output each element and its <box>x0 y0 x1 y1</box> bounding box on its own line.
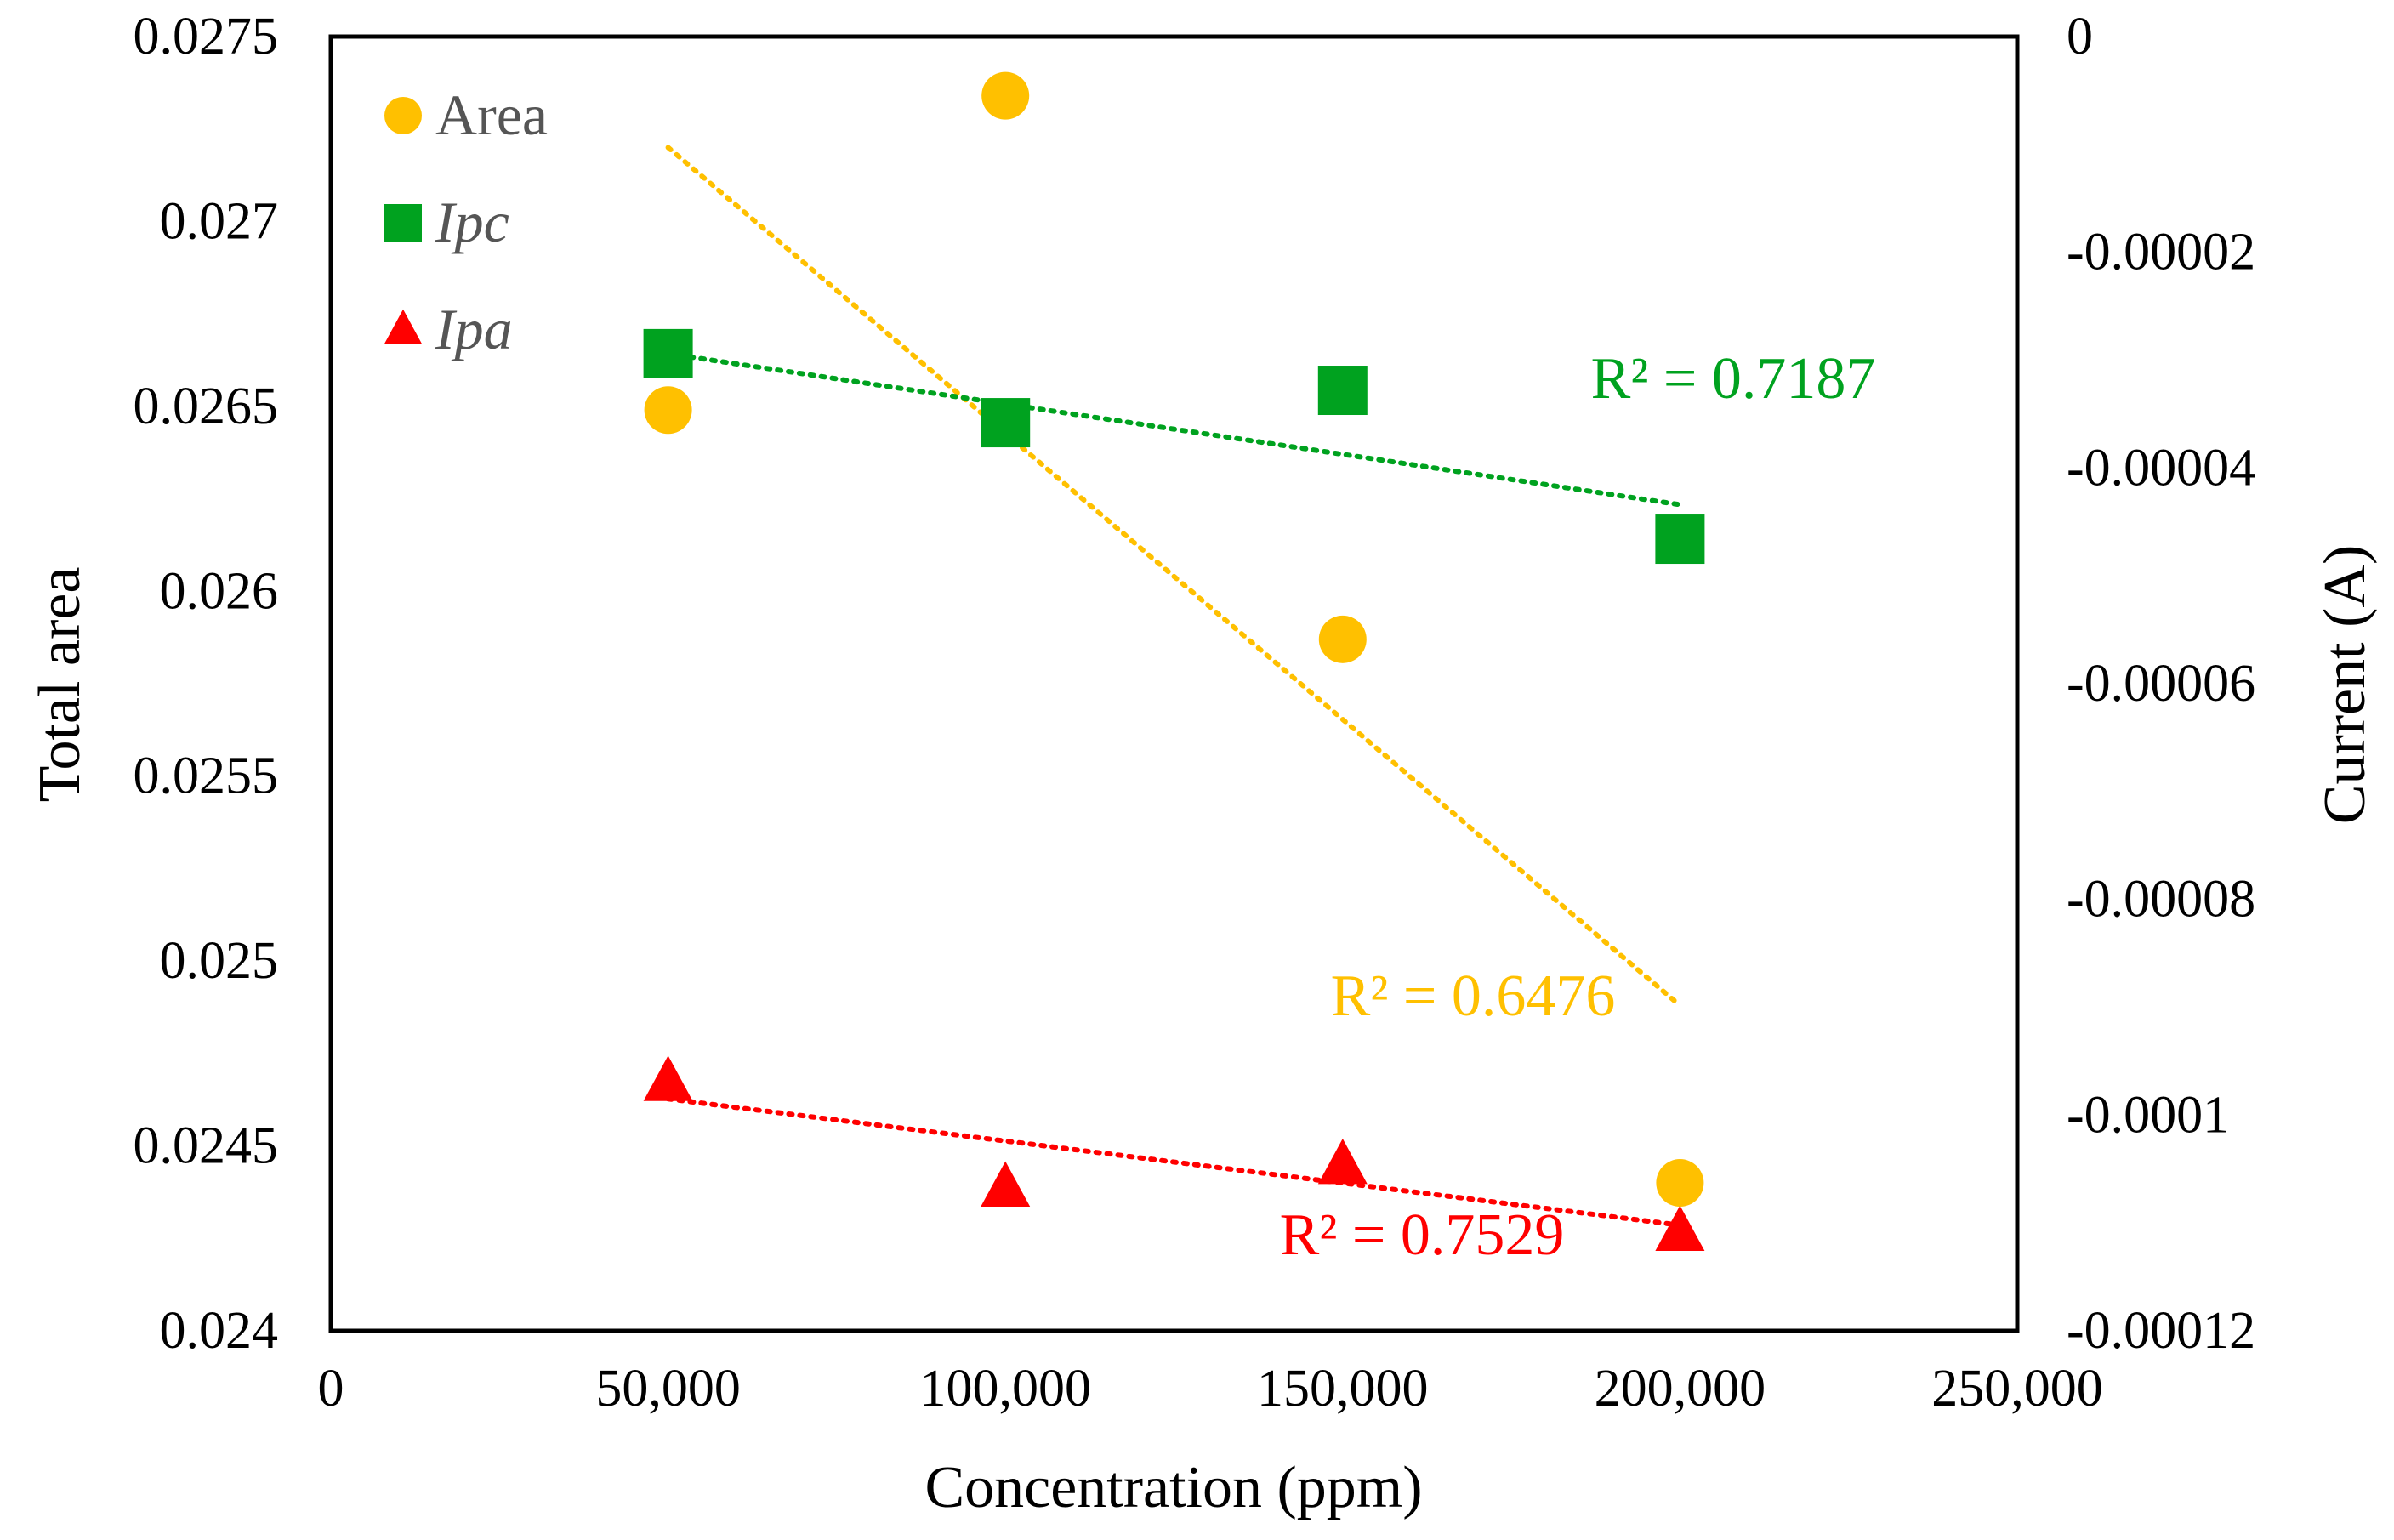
legend-marker-ipc <box>384 204 422 242</box>
r2-label-ipc: R² = 0.7187 <box>1591 346 1876 412</box>
y2-tick-label: -0.00004 <box>2067 439 2255 497</box>
r2-label-ipa: R² = 0.7529 <box>1280 1202 1565 1268</box>
y-tick-label: 0.027 <box>160 192 279 250</box>
trendlines <box>665 145 1683 1228</box>
y2-tick-label: -0.0001 <box>2067 1086 2229 1144</box>
marker-area <box>644 386 692 435</box>
marker-ipa <box>981 1161 1031 1207</box>
y2-axis-ticks: -0.00012 -0.0001 -0.00008 -0.00006 -0.00004 -… <box>2067 8 2255 1360</box>
y2-tick-label: -0.00006 <box>2067 655 2255 713</box>
legend-marker-area <box>384 97 422 134</box>
y-tick-label: 0.0245 <box>134 1117 279 1175</box>
y2-tick-label: -0.00002 <box>2067 224 2255 281</box>
x-axis-title: Concentration (ppm) <box>924 1455 1422 1520</box>
x-tick-label: 100,000 <box>919 1360 1091 1418</box>
x-tick-label: 0 <box>318 1360 344 1418</box>
marker-ipc <box>1317 366 1368 416</box>
marker-ipa <box>1655 1205 1705 1251</box>
marker-ipc <box>1655 514 1705 565</box>
y-tick-label: 0.0265 <box>134 378 279 435</box>
x-tick-label: 150,000 <box>1257 1360 1429 1418</box>
marker-area <box>1656 1159 1704 1208</box>
y-tick-label: 0.0275 <box>134 8 279 65</box>
legend-label-area: Area <box>435 82 548 147</box>
y2-tick-label: -0.00008 <box>2067 871 2255 929</box>
trendline-ipc <box>665 350 1683 508</box>
marker-area <box>981 71 1030 120</box>
legend-marker-ipa <box>384 309 422 344</box>
x-tick-label: 50,000 <box>595 1360 741 1418</box>
marker-ipc <box>643 328 693 378</box>
marker-ipa <box>643 1055 693 1101</box>
plot-area-frame <box>328 34 2020 1333</box>
y2-tick-label: 0 <box>2067 8 2093 65</box>
r2-label-area: R² = 0.6476 <box>1331 963 1616 1029</box>
marker-ipa <box>1317 1138 1368 1185</box>
marker-ipc <box>981 398 1031 448</box>
trendline-area <box>665 145 1683 1009</box>
legend: Area Ipc Ipa <box>384 82 548 361</box>
trendline-ipa <box>665 1096 1683 1228</box>
y-tick-label: 0.025 <box>160 932 279 990</box>
r2-labels: R² = 0.6476 R² = 0.7187 R² = 0.7529 <box>1280 346 1876 1268</box>
legend-label-ipa: Ipa <box>435 297 513 361</box>
legend-label-ipc: Ipc <box>435 190 509 254</box>
y-axis-title: Total area <box>27 567 93 803</box>
x-tick-label: 250,000 <box>1931 1360 2103 1418</box>
x-axis-ticks: 0 50,000 100,000 150,000 200,000 250,000 <box>318 1360 2103 1418</box>
y-tick-label: 0.024 <box>160 1302 279 1360</box>
y-axis-ticks: 0.024 0.0245 0.025 0.0255 0.026 0.0265 0.027 0.… <box>134 8 279 1360</box>
y-tick-label: 0.026 <box>160 562 279 620</box>
marker-area <box>1318 615 1367 663</box>
data-markers <box>643 71 1705 1251</box>
y2-axis-title: Current (A) <box>2312 545 2378 825</box>
y-tick-label: 0.0255 <box>134 747 279 805</box>
x-tick-label: 200,000 <box>1595 1360 1766 1418</box>
y2-tick-label: -0.00012 <box>2067 1302 2255 1360</box>
